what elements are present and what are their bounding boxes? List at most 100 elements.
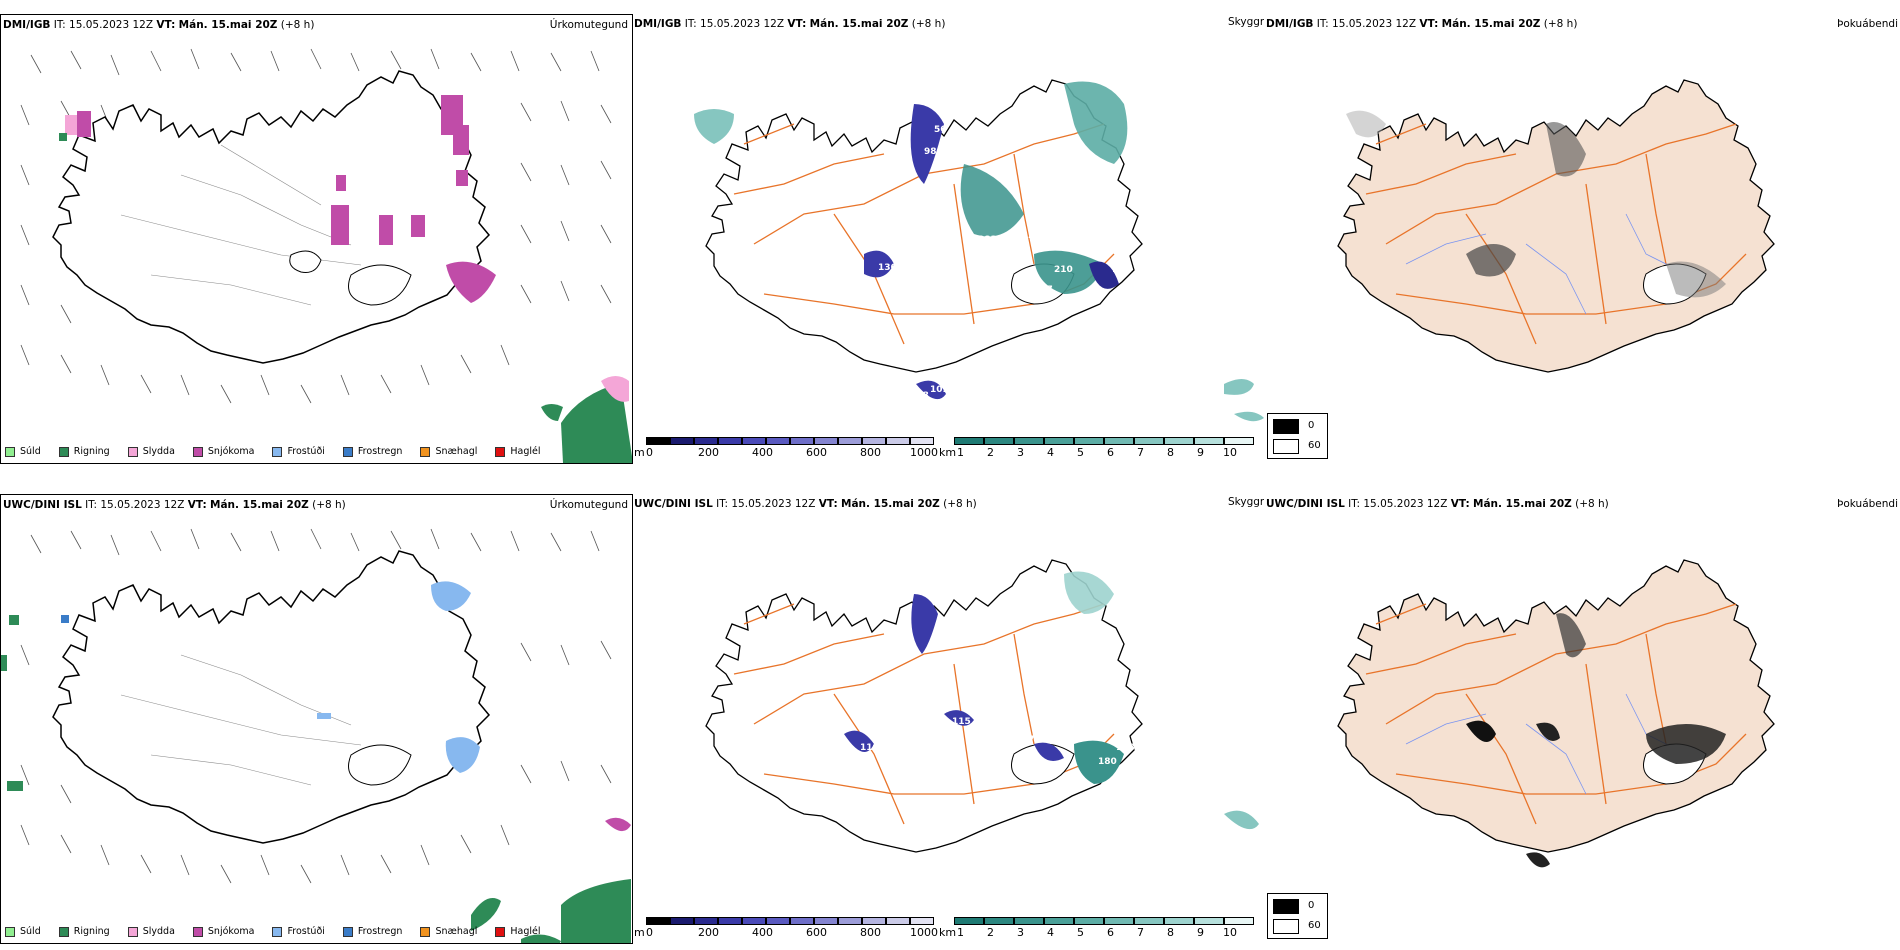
visibility-label-row2: Skyggni <box>1228 496 1264 508</box>
legend-item: Súld <box>5 446 41 457</box>
cloudbase-unit: m <box>634 926 645 939</box>
visibility-colorbar-row1: km 1 2 3 4 5 6 7 8 9 10 <box>939 437 1264 464</box>
legend-item: Snjókoma <box>192 926 254 937</box>
legend-item: Haglél <box>495 926 541 937</box>
cbar-tick: 1000 <box>910 926 938 939</box>
precip-legend-row1: Súld Rigning Slydda Snjókoma Frostúði Fr… <box>5 446 541 457</box>
precip-type-label-row1: Úrkomutegund <box>549 19 628 31</box>
vis-tick: 1 <box>957 446 964 459</box>
vis-tick: 2 <box>987 926 994 939</box>
vis-tick: 6 <box>1107 926 1114 939</box>
visibility-panel-row1: DMI/IGB IT: 15.05.2023 12Z VT: Mán. 15.m… <box>634 14 1264 464</box>
visibility-panel-row2: UWC/DINI ISL IT: 15.05.2023 12Z VT: Mán.… <box>634 494 1264 944</box>
precip-legend-row2: Súld Rigning Slydda Snjókoma Frostúði Fr… <box>5 926 541 937</box>
legend-item: Rigning <box>58 446 110 457</box>
fog-title-row1: DMI/IGB IT: 15.05.2023 12Z VT: Mán. 15.m… <box>1266 18 1578 30</box>
cloudbase-colorbar-row2: m 0 200 400 600 800 1000 <box>634 917 939 944</box>
vis-tick: 3 <box>1017 446 1024 459</box>
legend-swatch <box>192 446 203 457</box>
legend-swatch <box>272 446 283 457</box>
legend-swatch <box>272 926 283 937</box>
fog-index-label-row1: Þokuábendi <box>1837 18 1898 30</box>
cbar-tick: 0 <box>646 446 653 459</box>
fog-key-label: 0 <box>1308 900 1315 911</box>
vis-tick: 10 <box>1223 446 1237 459</box>
legend-item: Súld <box>5 926 41 937</box>
cloudbase-colorbar-row1: m 0 200 400 600 800 1000 <box>634 437 939 464</box>
legend-swatch <box>127 446 138 457</box>
fog-key-label: 60 <box>1308 920 1321 931</box>
precip-panel-row2: UWC/DINI ISL IT: 15.05.2023 12Z VT: Mán.… <box>0 494 633 944</box>
precip-panel-row1: DMI/IGB IT: 15.05.2023 12Z VT: Mán. 15.m… <box>0 14 633 464</box>
cbar-tick: 0 <box>646 926 653 939</box>
fog-title-row2: UWC/DINI ISL IT: 15.05.2023 12Z VT: Mán.… <box>1266 498 1609 510</box>
vis-tick: 8 <box>1167 926 1174 939</box>
vis-tick: 7 <box>1137 926 1144 939</box>
legend-item: Frostúði <box>272 446 325 457</box>
cbar-tick: 1000 <box>910 446 938 459</box>
visibility-unit: km <box>939 446 957 459</box>
legend-item: Frostregn <box>342 446 402 457</box>
visibility-colorbar-row2: km 1 2 3 4 5 6 7 8 9 10 <box>939 917 1264 944</box>
cbar-tick: 600 <box>806 926 827 939</box>
legend-swatch <box>127 926 138 937</box>
legend-item: Frostregn <box>342 926 402 937</box>
cbar-tick: 800 <box>860 926 881 939</box>
cbar-tick: 200 <box>698 446 719 459</box>
fog-map-row2 <box>1266 494 1900 944</box>
visibility-map-row1 <box>634 14 1264 464</box>
legend-swatch <box>420 446 431 457</box>
vis-tick: 8 <box>1167 446 1174 459</box>
vis-tick: 6 <box>1107 446 1114 459</box>
vis-tick: 3 <box>1017 926 1024 939</box>
visibility-map-row2 <box>634 494 1264 944</box>
fog-key-row1: 0 60 <box>1267 413 1328 459</box>
cbar-tick: 400 <box>752 446 773 459</box>
fog-key-label: 60 <box>1308 440 1321 451</box>
legend-item: Snæhagl <box>420 446 477 457</box>
cloudbase-unit: m <box>634 446 645 459</box>
legend-item: Frostúði <box>272 926 325 937</box>
vis-tick: 1 <box>957 926 964 939</box>
cbar-tick: 200 <box>698 926 719 939</box>
legend-swatch <box>58 446 69 457</box>
legend-item: Rigning <box>58 926 110 937</box>
precip-map-row2 <box>1 495 633 944</box>
legend-swatch <box>495 926 506 937</box>
fog-index-label-row2: Þokuábendi <box>1837 498 1898 510</box>
legend-swatch <box>192 926 203 937</box>
visibility-label-row1: Skyggni <box>1228 16 1264 28</box>
fog-map-row1 <box>1266 14 1900 464</box>
legend-item: Haglél <box>495 446 541 457</box>
vis-tick: 4 <box>1047 446 1054 459</box>
fog-key-label: 0 <box>1308 420 1315 431</box>
vis-tick: 9 <box>1197 926 1204 939</box>
precip-type-label-row2: Úrkomutegund <box>549 499 628 511</box>
vis-tick: 10 <box>1223 926 1237 939</box>
cbar-tick: 400 <box>752 926 773 939</box>
legend-swatch <box>495 446 506 457</box>
vis-tick: 5 <box>1077 926 1084 939</box>
legend-swatch <box>5 926 15 937</box>
fog-panel-row2: UWC/DINI ISL IT: 15.05.2023 12Z VT: Mán.… <box>1266 494 1900 944</box>
cbar-tick: 600 <box>806 446 827 459</box>
vis-tick: 5 <box>1077 446 1084 459</box>
vis-tick: 2 <box>987 446 994 459</box>
visibility-title-row2: UWC/DINI ISL IT: 15.05.2023 12Z VT: Mán.… <box>634 498 977 510</box>
vis-tick: 9 <box>1197 446 1204 459</box>
legend-swatch <box>342 446 353 457</box>
visibility-unit: km <box>939 926 957 939</box>
cbar-tick: 800 <box>860 446 881 459</box>
legend-swatch <box>420 926 431 937</box>
legend-swatch <box>5 446 15 457</box>
precip-title-row1: DMI/IGB IT: 15.05.2023 12Z VT: Mán. 15.m… <box>3 19 315 31</box>
legend-item: Snæhagl <box>420 926 477 937</box>
vis-tick: 4 <box>1047 926 1054 939</box>
precip-title-row2: UWC/DINI ISL IT: 15.05.2023 12Z VT: Mán.… <box>3 499 346 511</box>
precip-map-row1 <box>1 15 633 464</box>
legend-item: Snjókoma <box>192 446 254 457</box>
vis-tick: 7 <box>1137 446 1144 459</box>
visibility-title-row1: DMI/IGB IT: 15.05.2023 12Z VT: Mán. 15.m… <box>634 18 946 30</box>
fog-key-row2: 0 60 <box>1267 893 1328 939</box>
legend-item: Slydda <box>127 446 175 457</box>
